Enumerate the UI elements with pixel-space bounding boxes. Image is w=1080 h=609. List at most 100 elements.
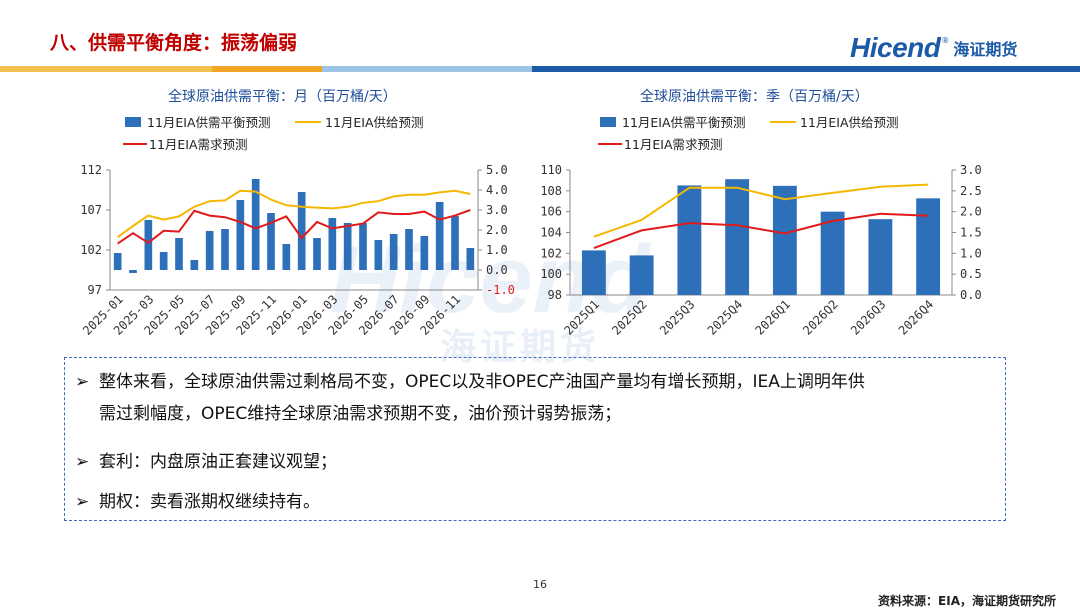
balance-bar (374, 240, 383, 270)
source-note: 资料来源：EIA，海证期货研究所 (878, 594, 1056, 608)
summary-box: ➢ 整体来看，全球原油供需过剩格局不变，OPEC以及非OPEC产油国产量均有增长预… (64, 357, 1006, 521)
balance-bar (313, 238, 321, 270)
demand-forecast-line (593, 212, 929, 250)
balance-bar (820, 211, 845, 295)
balance-bar (297, 192, 306, 270)
header-band-orange (212, 66, 322, 72)
balance-bar (451, 216, 459, 270)
balance-bar (113, 253, 122, 270)
header-band-blue (532, 66, 1080, 72)
right-axis-tick-label: 0.0 (486, 263, 508, 277)
balance-bar (629, 255, 654, 295)
right-axis-tick-label: 3.0 (960, 163, 982, 177)
balance-bar (282, 244, 291, 270)
slide-title: 八、供需平衡角度：振荡偏弱 (50, 32, 298, 54)
balance-bar (159, 252, 168, 270)
supply-forecast-line (117, 189, 471, 239)
x-axis-tick-label: 2026Q4 (896, 297, 937, 338)
right-axis-tick-label: 0.0 (960, 288, 982, 302)
balance-bar (343, 223, 352, 270)
watermark-text: 海证期货 (440, 327, 601, 368)
balance-bar (144, 220, 153, 270)
bullet-text: 期权：卖看涨期权继续持有。 (99, 492, 320, 512)
left-axis-tick-label: 106 (540, 205, 562, 219)
balance-bar (405, 229, 413, 270)
x-axis-tick-label: 2025Q3 (657, 297, 698, 338)
right-axis-tick-label: 0.5 (960, 267, 982, 281)
supply-forecast-line (593, 183, 929, 238)
balance-bar (916, 198, 941, 295)
bullet-item-1: ➢ 整体来看，全球原油供需过剩格局不变，OPEC以及非OPEC产油国产量均有增长预… (75, 366, 865, 430)
bullet-text: 套利：内盘原油正套建议观望； (99, 452, 337, 472)
bullet-marker: ➢ (75, 452, 90, 472)
right-axis-tick-label: 3.0 (486, 203, 508, 217)
legend-supply-label: 11月EIA供给预测 (800, 115, 899, 130)
legend-bar-swatch (600, 117, 616, 127)
left-axis-tick-label: 102 (80, 243, 102, 257)
legend-demand-label: 11月EIA需求预测 (624, 137, 723, 152)
balance-bar (221, 229, 229, 270)
right-axis-tick-label: 1.5 (960, 226, 982, 240)
legend-bar-label: 11月EIA供需平衡预测 (622, 115, 746, 130)
left-axis-tick-label: 107 (80, 203, 102, 217)
left-axis-tick-label: 102 (540, 246, 562, 260)
balance-bar (236, 200, 245, 270)
left-axis-tick-label: 100 (540, 267, 562, 281)
bullet-item-3: ➢ 期权：卖看涨期权继续持有。 (75, 486, 320, 518)
balance-bar (725, 179, 750, 295)
header-band-light-blue (322, 66, 532, 72)
balance-bar (772, 185, 797, 295)
left-axis-tick-label: 110 (540, 163, 562, 177)
company-logo: Hicend ® 海证期货 (850, 30, 1017, 66)
balance-bar (677, 185, 702, 295)
x-axis-tick-label: 2025Q2 (609, 297, 650, 338)
left-axis-tick-label: 98 (548, 288, 562, 302)
legend-supply-label: 11月EIA供给预测 (325, 115, 424, 130)
x-axis-tick-label: 2026Q1 (752, 297, 793, 338)
left-axis-tick-label: 104 (540, 226, 562, 240)
left-axis-tick-label: 97 (88, 283, 102, 297)
bullet-marker: ➢ (75, 492, 90, 512)
x-axis-tick-label: 2025Q1 (561, 297, 602, 338)
header-band-yellow (0, 66, 212, 72)
balance-bar (581, 250, 606, 295)
bullet-marker: ➢ (75, 372, 90, 392)
x-axis-tick-label: 2026Q2 (800, 297, 841, 338)
x-axis-tick-label: 2025Q4 (705, 297, 746, 338)
right-axis-tick-label: 2.0 (960, 205, 982, 219)
chart-monthly-title: 全球原油供需平衡：月（百万桶/天） (168, 89, 397, 105)
balance-bar (466, 248, 475, 270)
balance-bar (175, 238, 183, 270)
balance-bar (359, 223, 367, 270)
page-number: 16 (533, 578, 547, 591)
right-axis-tick-label: -1.0 (486, 283, 515, 297)
bullet-text-continued: 需过剩幅度，OPEC维持全球原油需求预期不变，油价预计弱势振荡； (99, 404, 622, 424)
right-axis-tick-label: 5.0 (486, 163, 508, 177)
legend-bar-swatch (125, 117, 141, 127)
balance-bar (251, 179, 260, 270)
demand-forecast-line (117, 209, 471, 245)
x-axis-tick-label: 2026Q3 (848, 297, 889, 338)
balance-bar (129, 270, 137, 273)
logo-registered-mark: ® (941, 36, 950, 45)
balance-bar (420, 236, 429, 270)
balance-bar (435, 202, 444, 270)
left-axis-tick-label: 112 (80, 163, 102, 177)
right-axis-tick-label: 2.0 (486, 223, 508, 237)
left-axis-tick-label: 108 (540, 184, 562, 198)
balance-bar (868, 219, 893, 295)
right-axis-tick-label: 1.0 (486, 243, 508, 257)
right-axis-tick-label: 2.5 (960, 184, 982, 198)
balance-bar (389, 234, 398, 270)
balance-bar (190, 260, 199, 270)
balance-bar (267, 213, 275, 270)
legend-demand-label: 11月EIA需求预测 (149, 137, 248, 152)
balance-bar (328, 218, 337, 270)
bullet-item-2: ➢ 套利：内盘原油正套建议观望； (75, 446, 337, 478)
bullet-text: 整体来看，全球原油供需过剩格局不变，OPEC以及非OPEC产油国产量均有增长预期… (99, 372, 865, 392)
charts-canvas: 112107102975.04.03.02.01.00.0-1.02025-01… (80, 115, 982, 338)
chart-quarterly-title: 全球原油供需平衡：季（百万桶/天） (640, 89, 869, 105)
right-axis-tick-label: 1.0 (960, 246, 982, 260)
legend-bar-label: 11月EIA供需平衡预测 (147, 115, 271, 130)
balance-bar (205, 231, 214, 270)
